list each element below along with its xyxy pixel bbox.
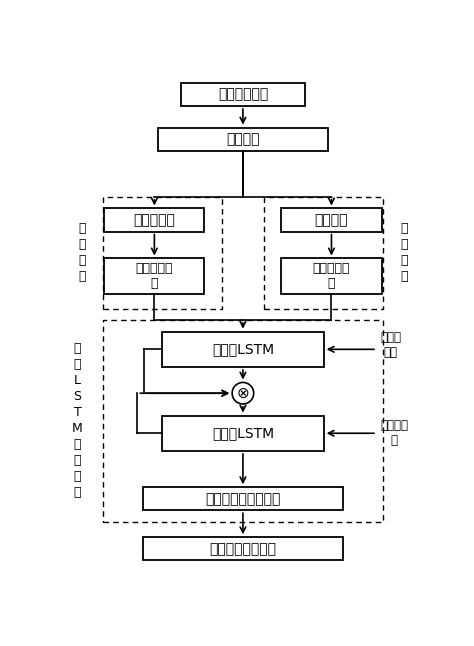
Text: 模型视图: 模型视图 [226,132,260,146]
FancyBboxPatch shape [104,258,204,294]
FancyBboxPatch shape [282,209,382,231]
Text: 结
构
方
面: 结 构 方 面 [78,222,86,283]
FancyBboxPatch shape [282,258,382,294]
FancyBboxPatch shape [162,331,324,367]
FancyBboxPatch shape [182,83,304,106]
Text: ⊗: ⊗ [237,386,249,401]
FancyBboxPatch shape [162,415,324,451]
Text: 结构化信息: 结构化信息 [134,213,175,227]
Text: 骨架特征提
取: 骨架特征提 取 [136,262,173,290]
Text: 第二层LSTM: 第二层LSTM [212,426,274,441]
Text: 参数初
始化: 参数初 始化 [380,331,401,359]
Text: 第一层LSTM: 第一层LSTM [212,342,274,357]
Text: 三维模型数据: 三维模型数据 [218,87,268,101]
FancyBboxPatch shape [143,487,343,510]
Text: 两
层
L
S
T
M
网
络
结
构: 两 层 L S T M 网 络 结 构 [72,342,83,499]
Text: 模
型
方
面: 模 型 方 面 [400,222,408,283]
Text: 相似性度量与评价: 相似性度量与评价 [210,542,276,556]
FancyBboxPatch shape [158,127,328,151]
Text: 构建多模态融合特征: 构建多模态融合特征 [205,492,281,506]
FancyBboxPatch shape [143,537,343,560]
FancyBboxPatch shape [104,209,204,231]
Text: 参数初始
化: 参数初始 化 [380,419,408,447]
Text: 视图特征提
取: 视图特征提 取 [313,262,350,290]
Text: 视图信息: 视图信息 [315,213,348,227]
